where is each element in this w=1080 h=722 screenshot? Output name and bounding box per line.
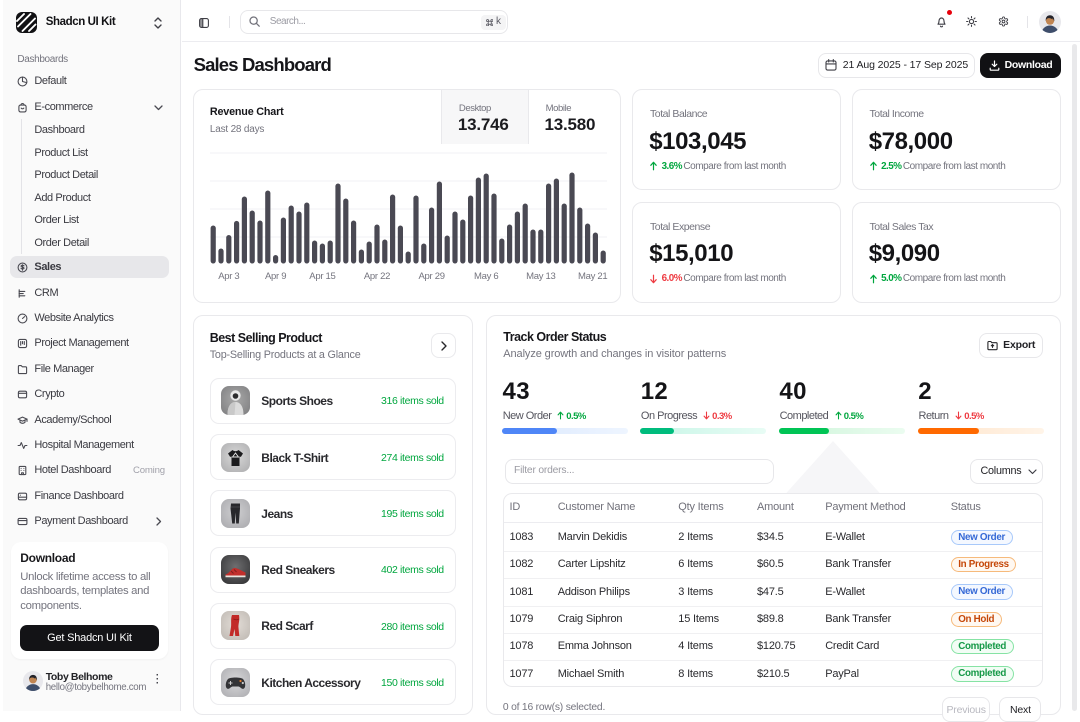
svg-text:Apr 3: Apr 3 (218, 271, 239, 282)
svg-text:Apr 15: Apr 15 (309, 271, 335, 282)
svg-text:May 13: May 13 (526, 271, 555, 282)
svg-text:May 6: May 6 (474, 271, 498, 282)
svg-text:May 21: May 21 (578, 271, 607, 282)
svg-text:Apr 9: Apr 9 (264, 271, 285, 282)
svg-text:Apr 22: Apr 22 (363, 271, 389, 282)
svg-text:Apr 29: Apr 29 (418, 271, 444, 282)
